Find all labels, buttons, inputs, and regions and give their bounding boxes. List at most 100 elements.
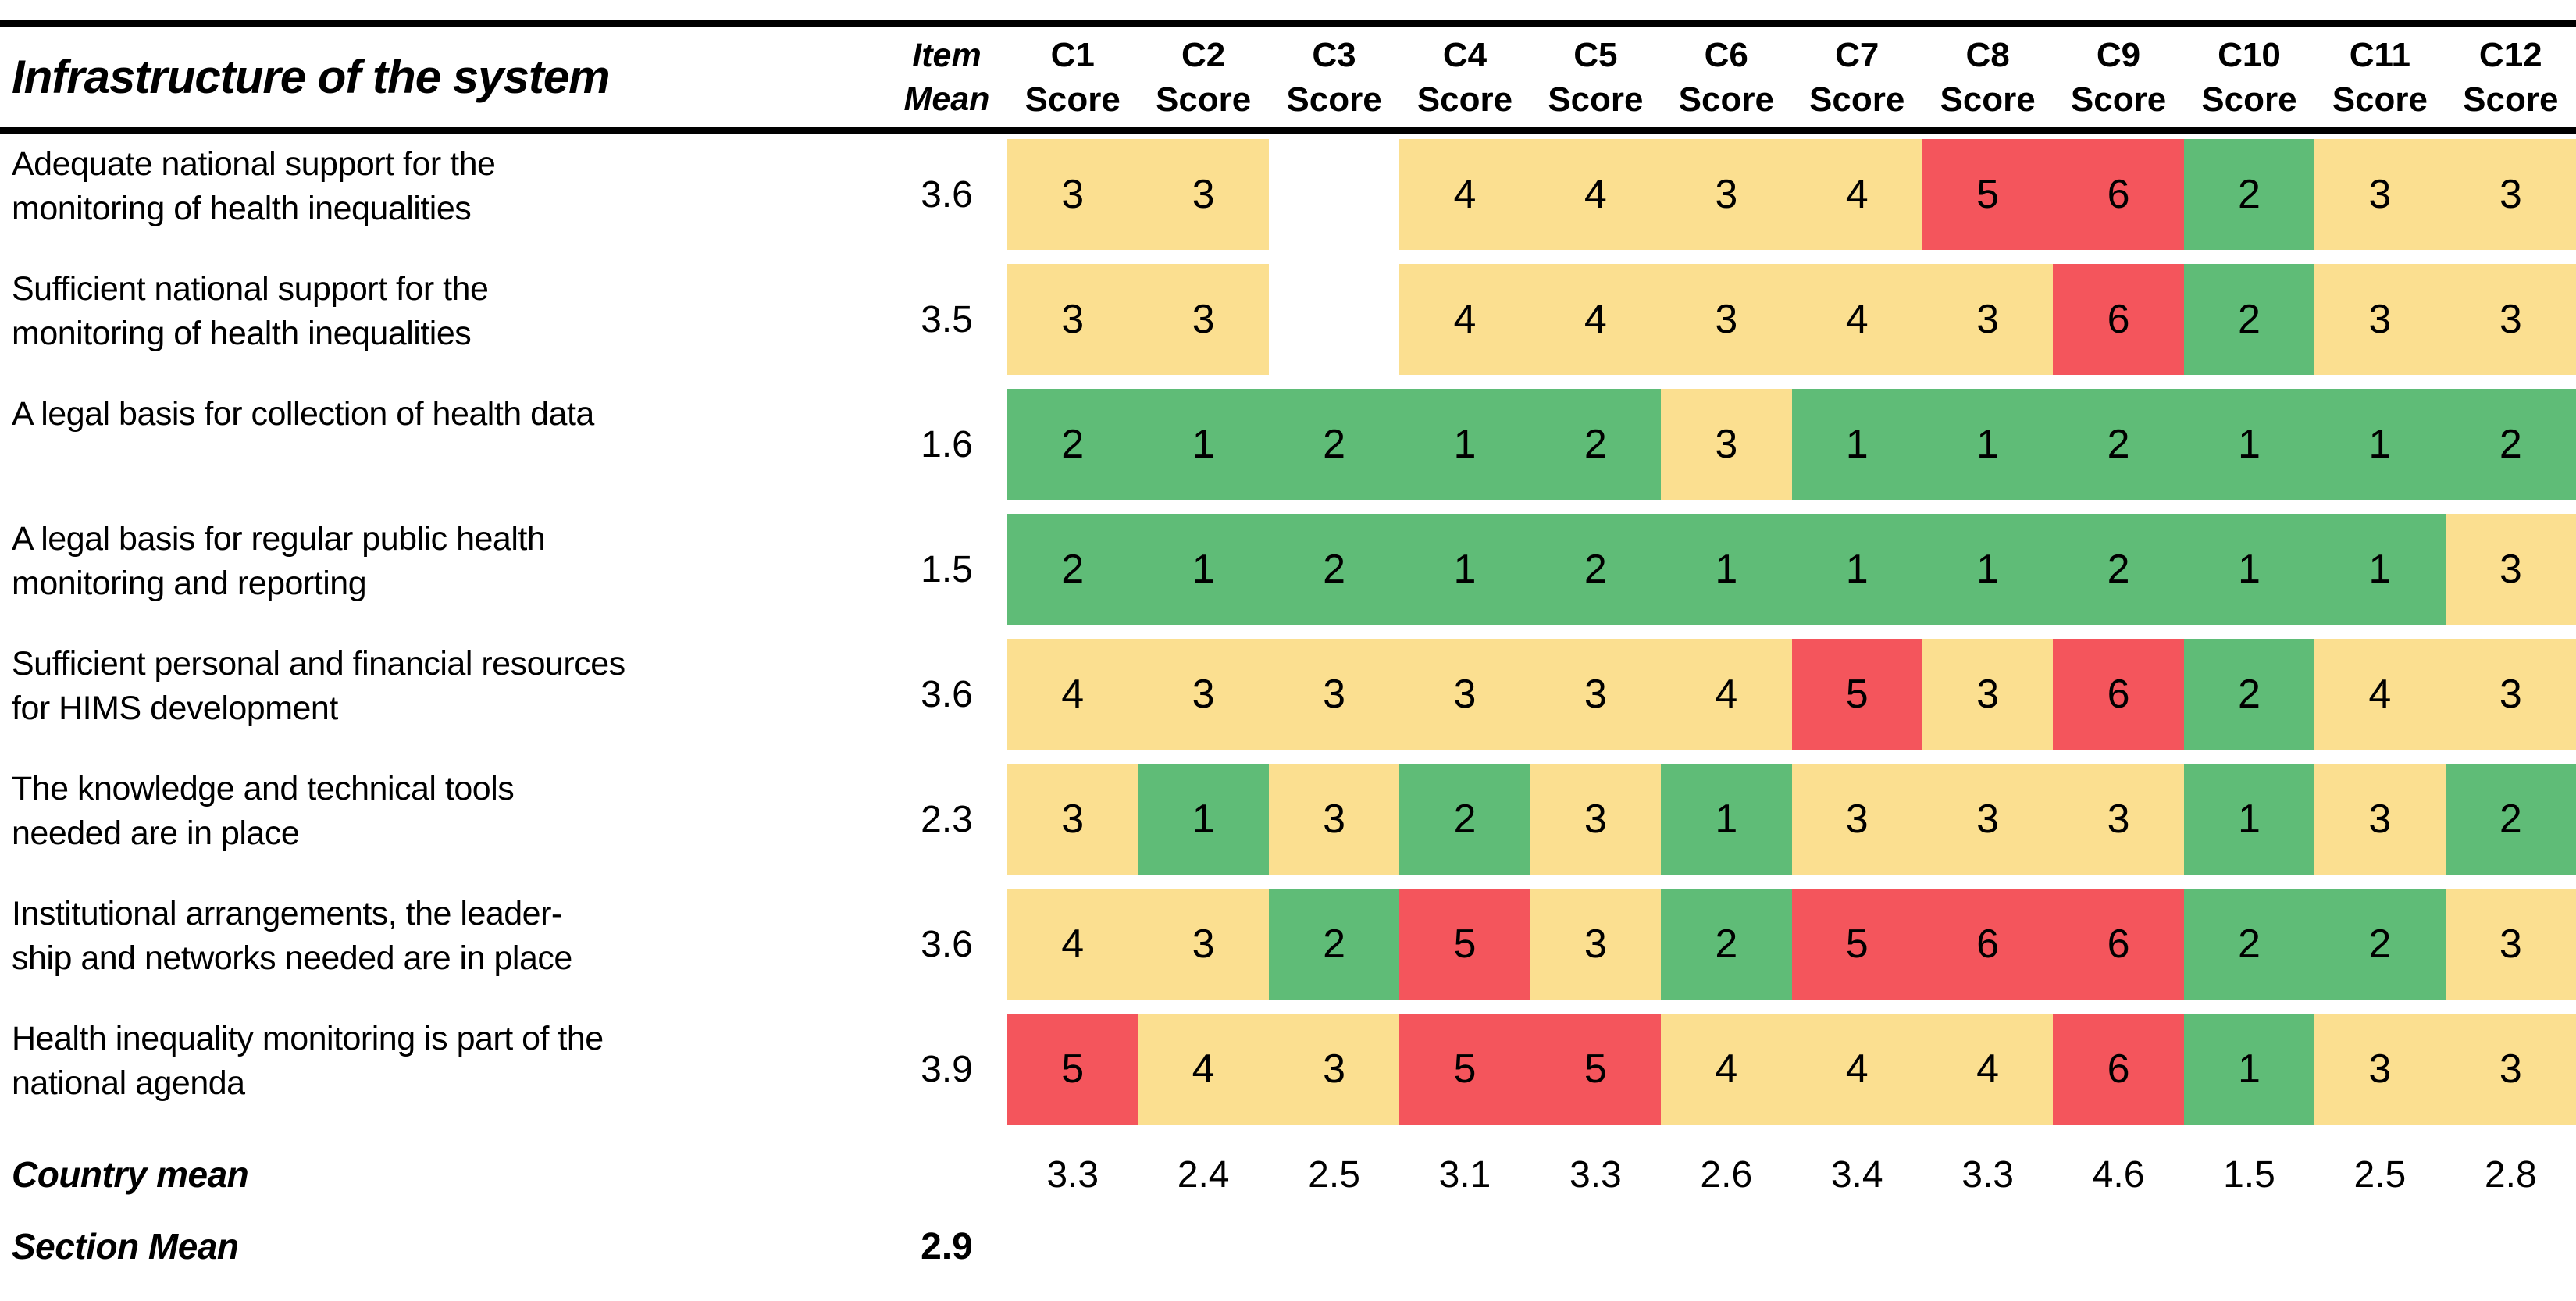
top-rule (0, 20, 2576, 27)
score-cell: 2 (1007, 389, 1138, 500)
column-sublabel: Score (1548, 80, 1644, 119)
score-cell: 3 (2445, 514, 2576, 625)
score-cell: 4 (1138, 1014, 1269, 1125)
item-mean-value: 3.6 (921, 673, 973, 715)
column-header: C9 Score (2053, 27, 2183, 127)
score-cell: 3 (1530, 764, 1662, 875)
table-body: Adequate national support for the monito… (0, 134, 2576, 1125)
score-cell: 3 (1007, 764, 1138, 875)
column-header: C5 Score (1530, 27, 1661, 127)
table-row: Adequate national support for the monito… (0, 139, 2576, 250)
column-sublabel: Score (1940, 80, 2036, 119)
score-cell: 2 (2183, 639, 2315, 750)
country-mean-value: 3.1 (1438, 1153, 1491, 1196)
country-mean-value: 3.4 (1830, 1153, 1883, 1196)
score-cell: 1 (2183, 514, 2315, 625)
score-cell: 1 (1399, 514, 1530, 625)
column-header: C8 Score (1922, 27, 2053, 127)
score-cell: 4 (1791, 139, 1922, 250)
score-cell: 2 (2183, 139, 2315, 250)
column-id: C5 (1573, 35, 1618, 74)
table-row: A legal basis for regular public health … (0, 514, 2576, 625)
column-sublabel: Score (2070, 80, 2167, 119)
score-cell: 3 (1530, 889, 1662, 1000)
column-id: C3 (1312, 35, 1356, 74)
score-cell: 3 (1922, 764, 2054, 875)
score-cell: 4 (1661, 639, 1792, 750)
row-label: The knowledge and technical tools needed… (12, 770, 515, 852)
score-cell: 5 (1399, 889, 1530, 1000)
column-id: C9 (2096, 35, 2141, 74)
score-cell: 3 (1530, 639, 1662, 750)
item-mean-value: 3.6 (921, 173, 973, 216)
table-row: A legal basis for collection of health d… (0, 389, 2576, 500)
item-mean-column-header: Item Mean (903, 36, 990, 118)
score-cell: 4 (1791, 264, 1922, 375)
country-mean-value: 2.5 (2353, 1153, 2407, 1196)
item-mean-value: 1.5 (921, 548, 973, 590)
score-cell: 6 (2053, 264, 2184, 375)
country-mean-label: Country mean (12, 1153, 249, 1195)
section-mean-label: Section Mean (12, 1225, 239, 1267)
score-cell: 3 (2314, 764, 2446, 875)
row-label: A legal basis for collection of health d… (12, 395, 594, 433)
column-header: C3 Score (1269, 27, 1399, 127)
row-label: Sufficient national support for the moni… (12, 270, 489, 352)
column-sublabel: Score (2201, 80, 2297, 119)
score-cell: 1 (1922, 389, 2054, 500)
score-cell: 3 (1661, 264, 1792, 375)
column-sublabel: Score (1809, 80, 1905, 119)
score-cell: 1 (1791, 389, 1922, 500)
score-cell: 3 (1138, 139, 1269, 250)
column-sublabel: Score (2463, 80, 2559, 119)
header-rule (0, 127, 2576, 134)
item-mean-value: 2.3 (921, 798, 973, 840)
score-cell: 1 (1138, 764, 1269, 875)
table-row: Sufficient national support for the moni… (0, 264, 2576, 375)
column-header: C1 Score (1007, 27, 1138, 127)
score-cell: 2 (2183, 889, 2315, 1000)
score-cell: 2 (1268, 889, 1400, 1000)
score-cell: 4 (1530, 264, 1662, 375)
row-label: Health inequality monitoring is part of … (12, 1020, 604, 1102)
row-label: Institutional arrangements, the leader- … (12, 895, 572, 977)
score-cell: 5 (1922, 139, 2054, 250)
score-cell: 3 (1138, 639, 1269, 750)
row-label: Adequate national support for the monito… (12, 145, 496, 227)
score-cell: 1 (2314, 514, 2446, 625)
country-mean-row: Country mean 3.3 2.4 2.5 3.1 3.3 2.6 3.4 3.3 4.6… (0, 1139, 2576, 1210)
score-cell: 2 (2053, 389, 2184, 500)
score-cell: 6 (2053, 1014, 2184, 1125)
score-cell: 2 (2053, 514, 2184, 625)
score-cell: 4 (1922, 1014, 2054, 1125)
column-header: C10 Score (2184, 27, 2314, 127)
column-id: C11 (2349, 35, 2411, 74)
column-sublabel: Score (1155, 80, 1252, 119)
table-row: The knowledge and technical tools needed… (0, 764, 2576, 875)
score-cell: 2 (1268, 514, 1400, 625)
page-title: Infrastructure of the system (12, 51, 611, 103)
score-cell: 5 (1007, 1014, 1138, 1125)
country-mean-value: 3.3 (1961, 1153, 2014, 1196)
column-sublabel: Score (2332, 80, 2428, 119)
score-cell: 2 (2314, 889, 2446, 1000)
score-cell: 2 (1661, 889, 1792, 1000)
score-cell: 6 (2053, 139, 2184, 250)
item-mean-value: 3.5 (921, 298, 973, 340)
score-cell: 3 (2445, 139, 2576, 250)
score-cell: 3 (1791, 764, 1922, 875)
score-cell: 4 (1530, 139, 1662, 250)
score-cell: 3 (2314, 139, 2446, 250)
score-cell: 1 (1138, 389, 1269, 500)
column-id: C7 (1835, 35, 1879, 74)
score-cell: 1 (1399, 389, 1530, 500)
score-cell: 3 (2445, 889, 2576, 1000)
column-header: C4 Score (1399, 27, 1530, 127)
column-sublabel: Score (1024, 80, 1121, 119)
column-id: C8 (1965, 35, 2010, 74)
row-label: Sufficient personal and financial resour… (12, 645, 625, 727)
score-cell: 3 (1138, 264, 1269, 375)
score-cell: 1 (2314, 389, 2446, 500)
item-mean-value: 3.6 (921, 923, 973, 965)
table-row: Institutional arrangements, the leader- … (0, 889, 2576, 1000)
